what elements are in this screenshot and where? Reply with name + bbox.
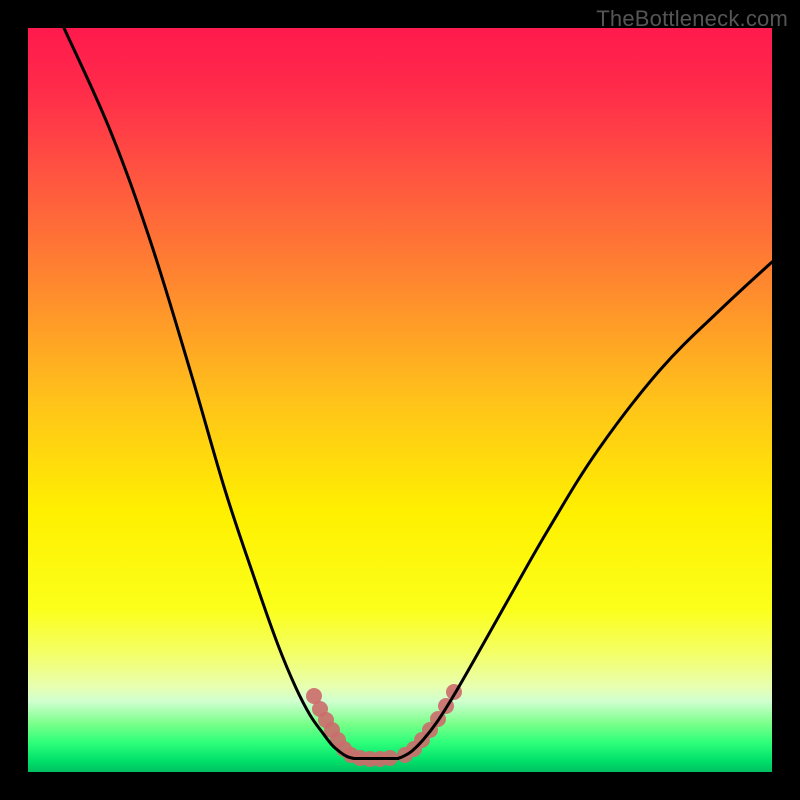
chart-container: TheBottleneck.com: [0, 0, 800, 800]
watermark-text: TheBottleneck.com: [596, 6, 788, 32]
bottleneck-chart: [0, 0, 800, 800]
